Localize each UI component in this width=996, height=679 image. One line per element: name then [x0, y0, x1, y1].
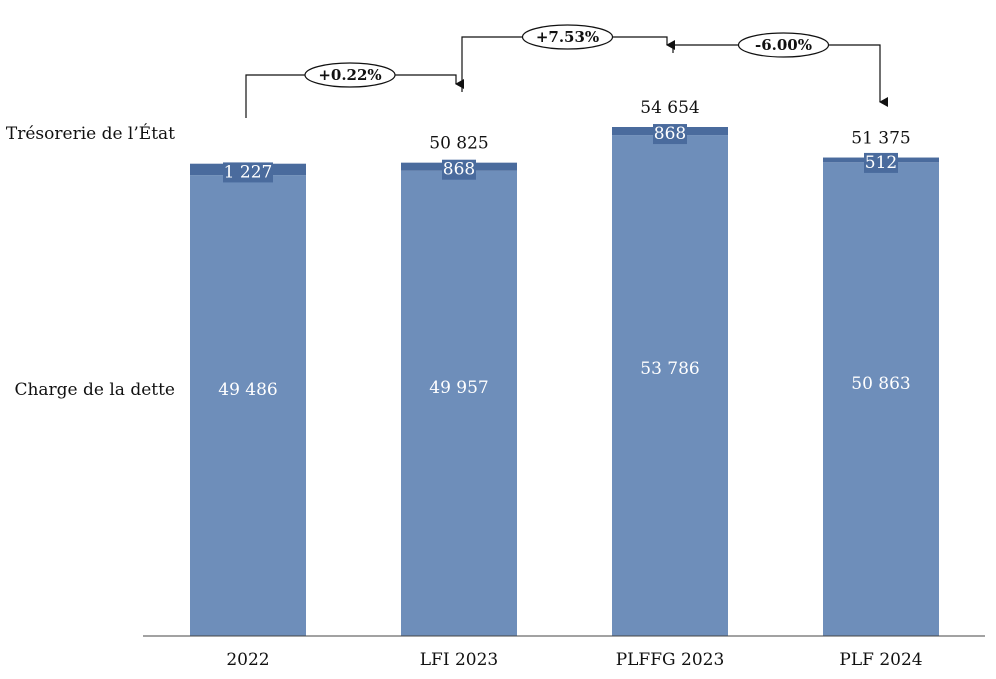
series-label-tresorerie: Trésorerie de l’État	[6, 123, 175, 144]
value-box-tresorerie-1	[442, 159, 476, 180]
change-badge-0	[304, 62, 396, 88]
change-label-0: +0.22%	[318, 66, 381, 84]
total-label-3: 51 375	[851, 129, 910, 149]
value-box-tresorerie-0	[223, 162, 273, 183]
change-badge-1	[521, 24, 614, 50]
value-label-tresorerie-1: 868	[443, 160, 475, 180]
value-label-charge-1: 49 957	[429, 378, 488, 398]
value-label-tresorerie-2: 868	[654, 124, 686, 144]
change-badge-2	[737, 32, 830, 58]
change-label-1: +7.53%	[536, 28, 599, 46]
bar-charge-2	[612, 135, 728, 636]
category-label-1: LFI 2023	[420, 650, 498, 670]
value-label-charge-2: 53 786	[640, 359, 699, 379]
bar-charge-1	[401, 170, 517, 637]
series-label-charge: Charge de la dette	[14, 380, 175, 400]
labels-layer: 49 486 1 227 2022 49 957 868 50 825 LFI 2023 53…	[218, 24, 923, 670]
bar-charge-3	[823, 162, 939, 636]
change-label-2: -6.00%	[755, 36, 812, 54]
value-label-charge-0: 49 486	[218, 380, 277, 400]
category-label-2: PLFFG 2023	[616, 650, 725, 670]
value-label-tresorerie-0: 1 227	[224, 162, 273, 182]
total-label-2: 54 654	[640, 98, 699, 118]
category-label-3: PLF 2024	[839, 650, 922, 670]
bar-charge-0	[190, 175, 306, 636]
bars-layer	[190, 127, 939, 637]
total-label-1: 50 825	[429, 134, 488, 154]
value-box-tresorerie-3	[864, 152, 898, 173]
value-label-charge-3: 50 863	[851, 374, 910, 394]
value-box-tresorerie-2	[653, 124, 687, 145]
value-label-tresorerie-3: 512	[865, 153, 897, 173]
category-label-0: 2022	[226, 650, 269, 670]
